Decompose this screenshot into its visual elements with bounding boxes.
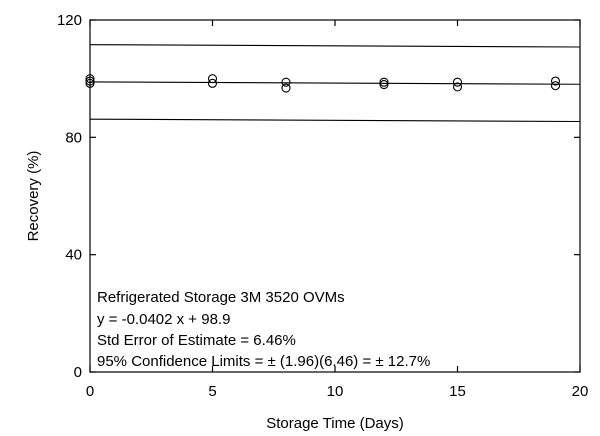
y-axis-label: Recovery (%)	[25, 151, 42, 242]
x-tick-label: 20	[572, 383, 589, 400]
data-points-layer	[85, 74, 561, 93]
y-tick-label: 40	[65, 247, 82, 264]
regression-lines-layer	[89, 44, 581, 123]
data-point	[281, 83, 291, 93]
data-point	[281, 77, 291, 87]
y-tick-label: 120	[57, 12, 82, 29]
annotation-title: Refrigerated Storage 3M 3520 OVMs	[97, 289, 345, 306]
regression-line	[89, 81, 581, 85]
data-point	[550, 81, 561, 91]
upper-95-limit-line	[89, 44, 581, 48]
lower-95-limit-line	[89, 118, 581, 123]
data-point	[550, 76, 561, 86]
x-tick-label: 10	[327, 383, 344, 400]
annotation-equation: y = -0.0402 x + 98.9	[97, 311, 230, 328]
y-tick-label: 0	[74, 364, 82, 381]
data-point	[207, 74, 218, 84]
data-point	[452, 77, 463, 87]
x-tick-label: 15	[449, 383, 466, 400]
data-point	[379, 79, 389, 90]
annotation-confidence-limits: 95% Confidence Limits = ± (1.96)(6.46) =…	[97, 353, 430, 370]
y-tick-label: 80	[65, 129, 82, 146]
data-point	[207, 78, 218, 88]
axis-ticks-layer: 0 5 10 15 20 0 40 80 120	[57, 12, 588, 400]
x-tick-label: 5	[208, 383, 216, 400]
data-point	[379, 77, 389, 87]
x-axis-label: Storage Time (Days)	[266, 415, 404, 432]
annotation-std-error: Std Error of Estimate = 6.46%	[97, 332, 296, 349]
data-point	[452, 82, 463, 92]
plot-frame	[89, 19, 581, 373]
x-tick-label: 0	[86, 383, 94, 400]
